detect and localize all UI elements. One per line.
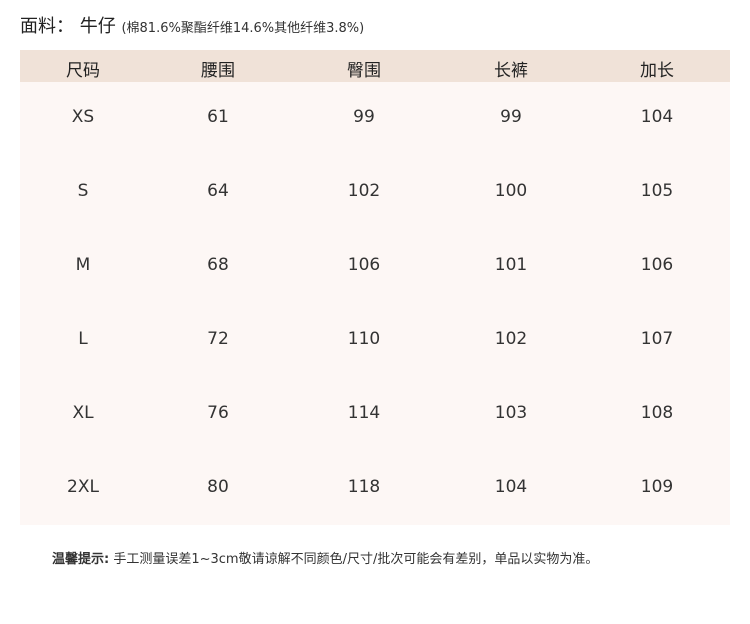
table-row: XL 76 114 103 108 xyxy=(20,403,730,427)
table-cell: 103 xyxy=(494,403,528,423)
table-cell: 106 xyxy=(347,255,381,275)
table-cell: XS xyxy=(71,107,95,127)
table-cell: 99 xyxy=(353,107,375,127)
table-cell: 72 xyxy=(207,329,229,349)
table-cell: 64 xyxy=(207,181,229,201)
table-cell: 61 xyxy=(207,107,229,127)
table-cell: 104 xyxy=(640,107,674,127)
table-cell: 110 xyxy=(347,329,381,349)
table-cell: 118 xyxy=(347,477,381,497)
tip-label: 温馨提示: xyxy=(52,552,110,567)
table-header xyxy=(20,50,730,82)
table-cell: 114 xyxy=(347,403,381,423)
table-cell: 109 xyxy=(640,477,674,497)
table-row: L 72 110 102 107 xyxy=(20,329,730,353)
size-table: 尺码 腰围 臀围 长裤 加长 XS 61 99 99 104 S 64 102 100 105 M 68 106 1… xyxy=(20,50,730,525)
fabric-name: 牛仔 xyxy=(79,16,116,37)
table-cell: 102 xyxy=(347,181,381,201)
fabric-composition: (棉81.6%聚酯纤维14.6%其他纤维3.8%) xyxy=(121,21,365,36)
table-cell: 105 xyxy=(640,181,674,201)
table-cell: 102 xyxy=(494,329,528,349)
table-cell: S xyxy=(77,181,89,201)
column-header: 加长 xyxy=(640,61,674,81)
column-header: 臀围 xyxy=(347,61,381,81)
table-cell: L xyxy=(78,329,88,349)
table-cell: 107 xyxy=(640,329,674,349)
tip-text: 手工测量误差1~3cm敬请谅解不同颜色/尺寸/批次可能会有差别，单品以实物为准。 xyxy=(109,552,599,567)
table-cell: 76 xyxy=(207,403,229,423)
table-cell: 99 xyxy=(500,107,522,127)
table-cell: 2XL xyxy=(67,477,99,497)
column-header: 尺码 xyxy=(66,61,100,81)
table-row: S 64 102 100 105 xyxy=(20,181,730,205)
fabric-title: 面料： 牛仔 (棉81.6%聚酯纤维14.6%其他纤维3.8%) xyxy=(20,12,364,38)
table-cell: 68 xyxy=(207,255,229,275)
tip-note: 温馨提示: 手工测量误差1~3cm敬请谅解不同颜色/尺寸/批次可能会有差别，单品… xyxy=(52,548,598,567)
table-row: XS 61 99 99 104 xyxy=(20,107,730,131)
table-cell: 108 xyxy=(640,403,674,423)
table-cell: 80 xyxy=(207,477,229,497)
table-row: M 68 106 101 106 xyxy=(20,255,730,279)
table-cell: 101 xyxy=(494,255,528,275)
table-cell: 100 xyxy=(494,181,528,201)
column-header: 长裤 xyxy=(494,61,528,81)
table-cell: 104 xyxy=(494,477,528,497)
table-cell: XL xyxy=(72,403,94,423)
table-row: 2XL 80 118 104 109 xyxy=(20,477,730,501)
table-cell: 106 xyxy=(640,255,674,275)
table-cell: M xyxy=(75,255,91,275)
fabric-label: 面料： xyxy=(20,16,74,37)
column-header: 腰围 xyxy=(201,61,235,81)
